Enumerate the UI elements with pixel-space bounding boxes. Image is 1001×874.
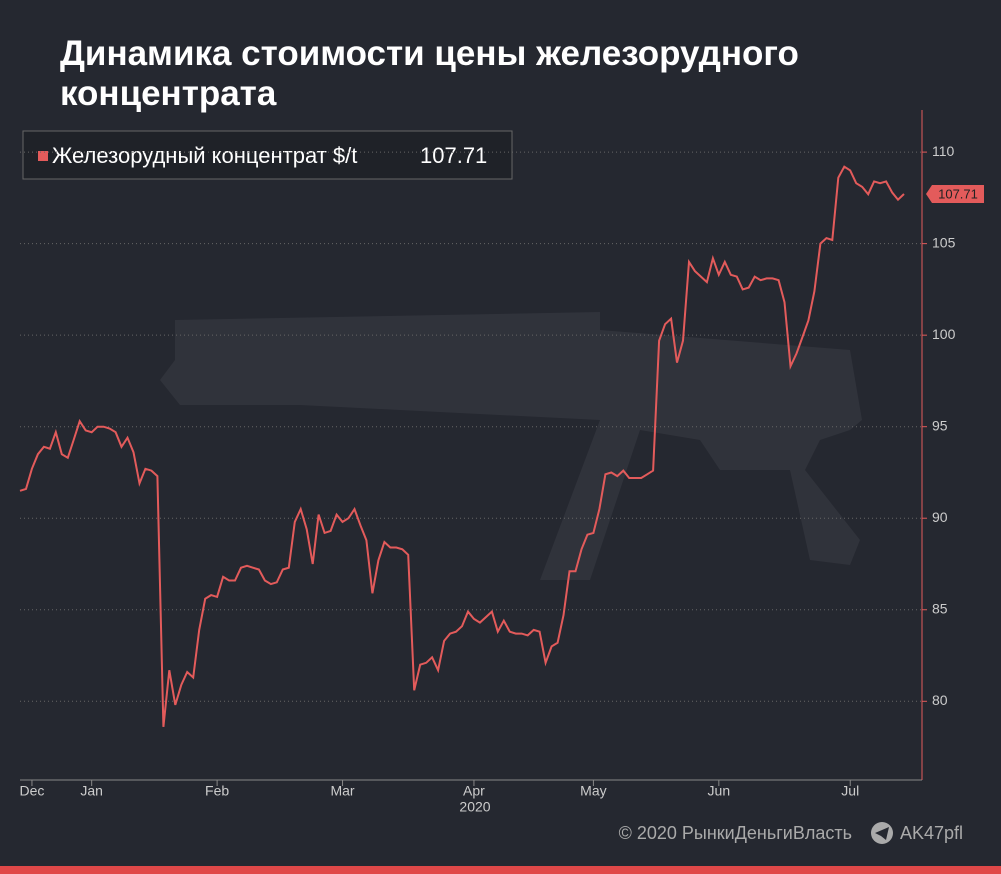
legend-box bbox=[22, 130, 513, 180]
x-tick-label: Apr bbox=[463, 783, 485, 799]
y-tick-label: 105 bbox=[932, 234, 956, 250]
channel: AK47pfl bbox=[900, 823, 963, 843]
y-tick-label: 85 bbox=[932, 600, 948, 616]
x-sublabel: 2020 bbox=[459, 799, 490, 815]
x-tick-label: Mar bbox=[330, 783, 354, 799]
telegram-plane bbox=[875, 827, 889, 840]
last-value-label: 107.71 bbox=[938, 186, 978, 201]
series-line bbox=[19, 165, 905, 728]
x-tick-label: Jul bbox=[841, 783, 859, 799]
y-tick-label: 90 bbox=[932, 509, 948, 525]
bottom-strip bbox=[0, 866, 1001, 874]
chart-title: Динамика стоимости цены железорудного ко… bbox=[60, 34, 799, 113]
legend-swatch bbox=[38, 151, 48, 161]
watermark bbox=[160, 312, 862, 580]
copyright: © 2020 РынкиДеньгиВласть bbox=[619, 823, 852, 843]
last-value-tag bbox=[926, 185, 984, 204]
x-tick-label: Feb bbox=[205, 783, 229, 799]
x-tick-label: May bbox=[580, 783, 606, 799]
y-tick-label: 100 bbox=[932, 326, 956, 342]
x-tick-label: Jan bbox=[80, 783, 103, 799]
y-tick-label: 95 bbox=[932, 417, 948, 433]
x-tick-label: Dec bbox=[19, 783, 44, 799]
y-tick-label: 110 bbox=[932, 143, 955, 159]
x-tick-label: Jun bbox=[708, 783, 731, 799]
legend-value: 107.71 bbox=[420, 143, 487, 168]
y-tick-label: 80 bbox=[932, 692, 948, 708]
legend-label: Железорудный концентрат $/t bbox=[52, 143, 357, 168]
